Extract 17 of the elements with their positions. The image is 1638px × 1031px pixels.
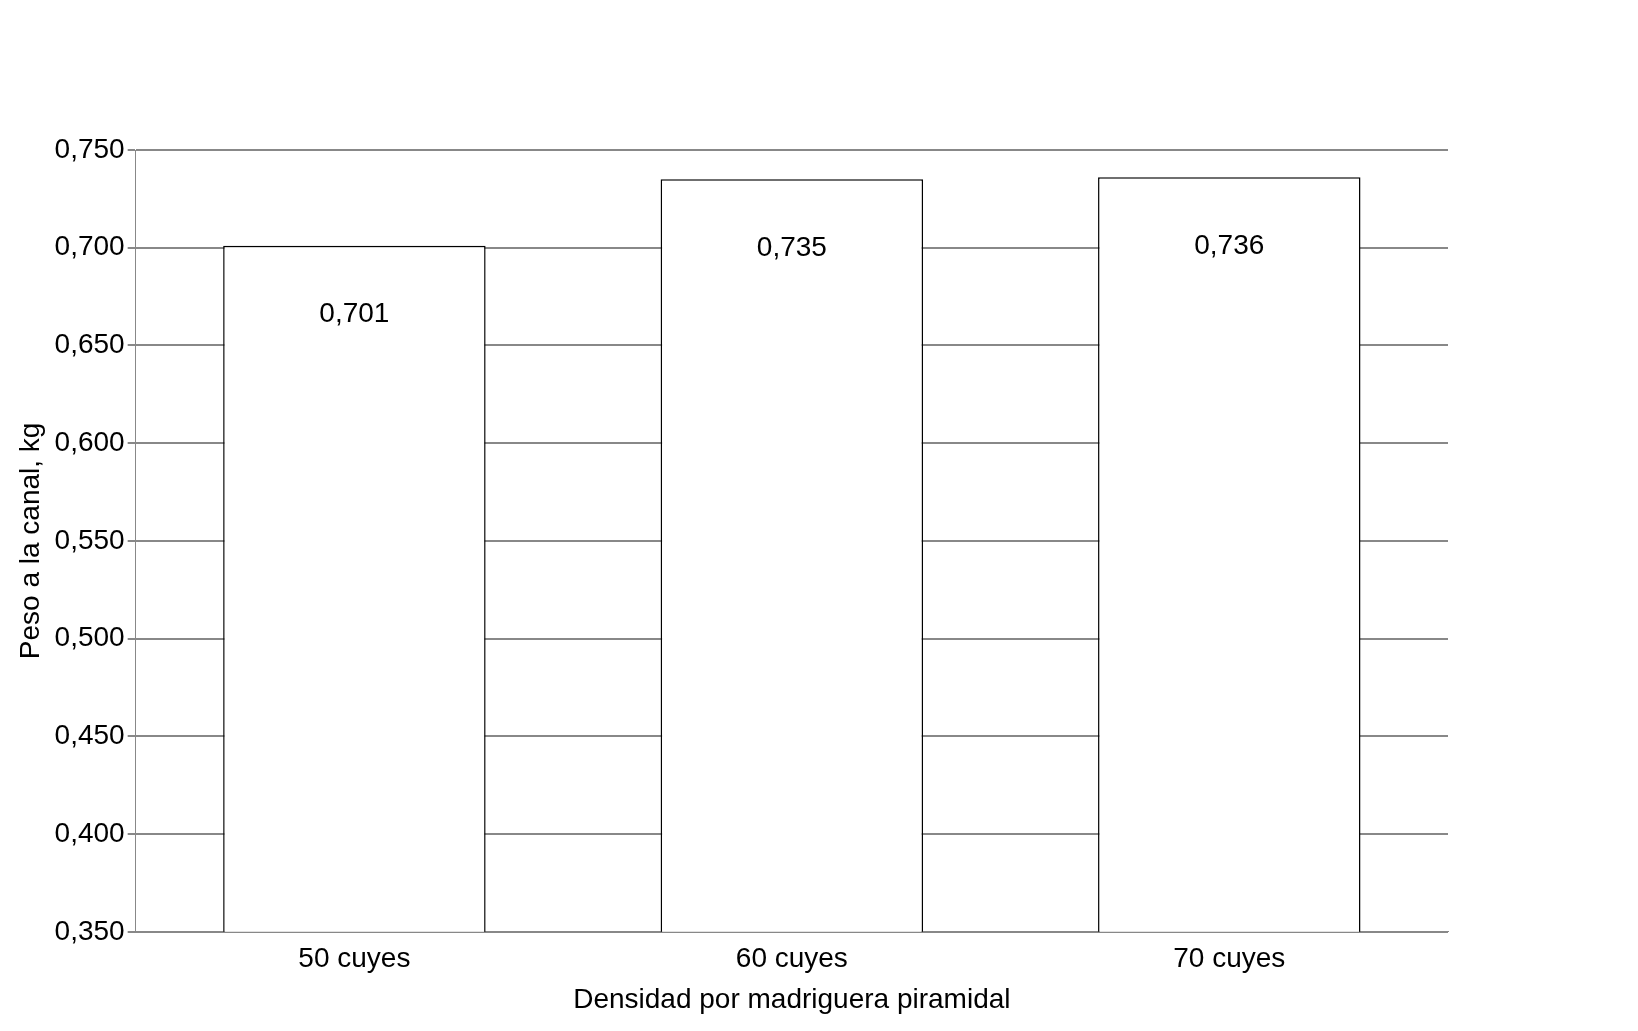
y-tick-label: 0,550	[54, 523, 125, 555]
data-label: 0,701	[319, 297, 390, 329]
y-tick-label: 0,350	[54, 914, 125, 946]
y-tick-label: 0,600	[54, 425, 125, 457]
x-tick-label: 70 cuyes	[1173, 942, 1286, 974]
y-tick-label: 0,700	[54, 230, 125, 262]
y-tick-label: 0,450	[54, 719, 125, 751]
x-tick-label: 60 cuyes	[735, 942, 848, 974]
x-tick-label: 50 cuyes	[298, 942, 411, 974]
data-label: 0,736	[1194, 229, 1265, 261]
y-tick-label: 0,500	[54, 621, 125, 653]
data-label: 0,735	[756, 231, 827, 263]
y-tick-label: 0,400	[54, 816, 125, 848]
y-tick-label: 0,750	[54, 132, 125, 164]
y-tick-label: 0,650	[54, 328, 125, 360]
x-axis-title: Densidad por madriguera piramidal	[573, 982, 1011, 1014]
y-axis-title: Peso a la canal, kg	[13, 422, 45, 660]
